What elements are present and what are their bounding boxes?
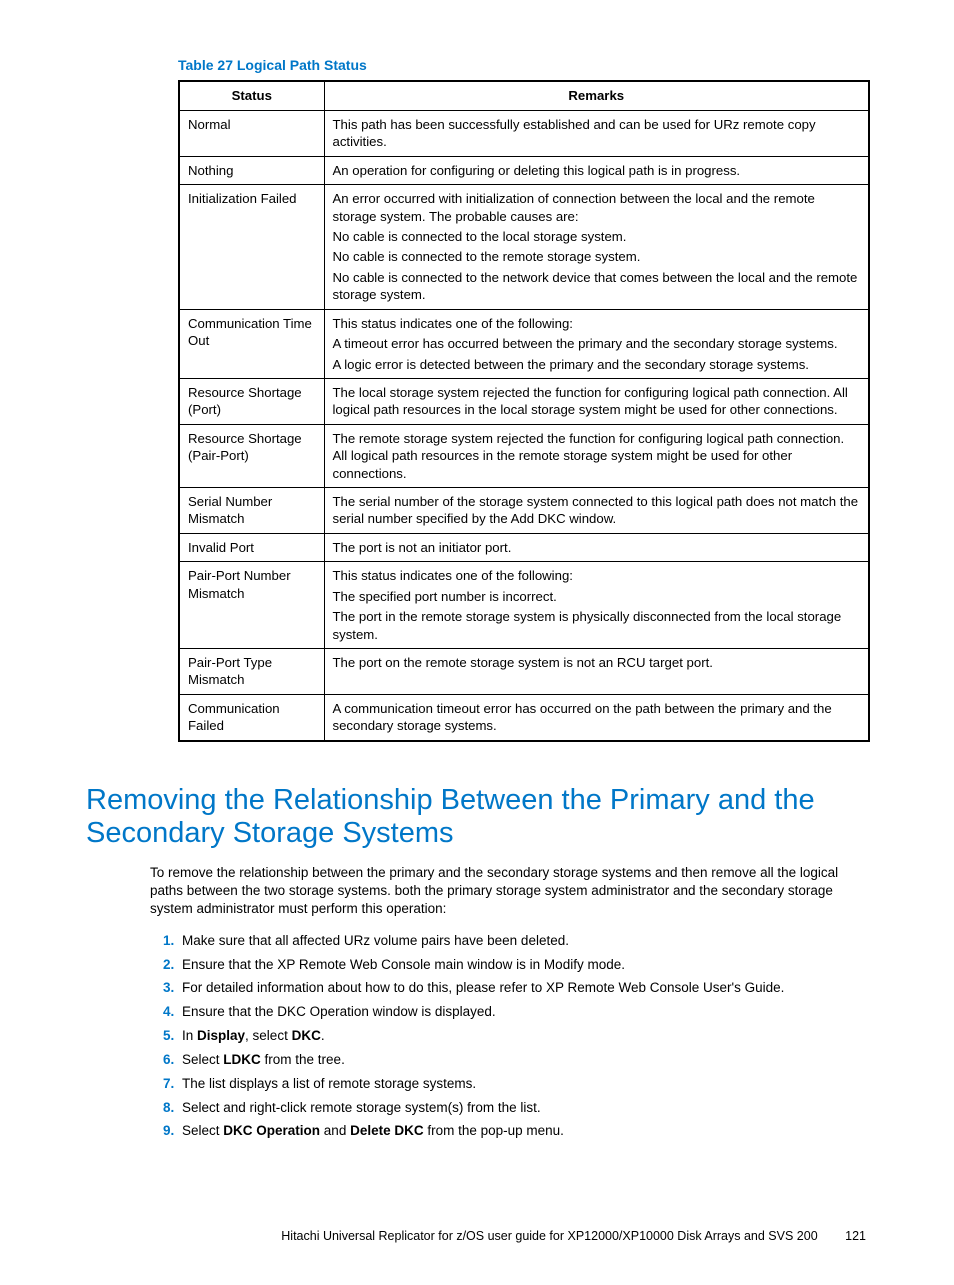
bold-text: Delete DKC: [350, 1123, 424, 1138]
table-row: Nothing An operation for configuring or d…: [179, 156, 869, 184]
remarks-cell: This status indicates one of the followi…: [324, 562, 869, 649]
remarks-cell: The port on the remote storage system is…: [324, 649, 869, 695]
table-row: Invalid Port The port is not an initiator…: [179, 533, 869, 561]
table-row: Resource Shortage (Pair-Port)The remote …: [179, 424, 869, 487]
remarks-cell: This status indicates one of the followi…: [324, 309, 869, 378]
remarks-line: This status indicates one of the followi…: [333, 567, 861, 584]
remarks-line: The serial number of the storage system …: [333, 493, 861, 528]
remarks-line: A timeout error has occurred between the…: [333, 335, 861, 352]
remarks-line: The port is not an initiator port.: [333, 539, 861, 556]
status-cell: Pair-Port Number Mismatch: [179, 562, 324, 649]
table-row: Pair-Port Number Mismatch This status ind…: [179, 562, 869, 649]
remarks-line: The port in the remote storage system is…: [333, 608, 861, 643]
step-item: Ensure that the XP Remote Web Console ma…: [178, 956, 868, 974]
step-item: Select and right-click remote storage sy…: [178, 1099, 868, 1117]
remarks-line: The specified port number is incorrect.: [333, 588, 861, 605]
page-number: 121: [845, 1228, 866, 1245]
section-intro: To remove the relationship between the p…: [150, 864, 868, 917]
status-cell: Communication Time Out: [179, 309, 324, 378]
remarks-line: This status indicates one of the followi…: [333, 315, 861, 332]
table-row: Communication Time Out This status indica…: [179, 309, 869, 378]
remarks-line: This path has been successfully establis…: [333, 116, 861, 151]
step-item: The list displays a list of remote stora…: [178, 1075, 868, 1093]
step-item: Ensure that the DKC Operation window is …: [178, 1003, 868, 1021]
table-title: Table 27 Logical Path Status: [178, 56, 868, 74]
status-cell: Initialization Failed: [179, 185, 324, 310]
remarks-line: An error occurred with initialization of…: [333, 190, 861, 225]
remarks-cell: The port is not an initiator port.: [324, 533, 869, 561]
remarks-line: A communication timeout error has occurr…: [333, 700, 861, 735]
footer-text: Hitachi Universal Replicator for z/OS us…: [281, 1229, 817, 1243]
section-heading: Removing the Relationship Between the Pr…: [86, 784, 868, 851]
bold-text: DKC Operation: [223, 1123, 320, 1138]
status-cell: Communication Failed: [179, 694, 324, 740]
step-item: Make sure that all affected URz volume p…: [178, 932, 868, 950]
page-footer: Hitachi Universal Replicator for z/OS us…: [86, 1228, 868, 1245]
steps-list: Make sure that all affected URz volume p…: [150, 932, 868, 1140]
document-page: Table 27 Logical Path Status Status Rema…: [0, 0, 954, 1285]
status-cell: Nothing: [179, 156, 324, 184]
table-row: Resource Shortage (Port) The local storag…: [179, 378, 869, 424]
col-header-status: Status: [179, 81, 324, 110]
status-cell: Resource Shortage (Port): [179, 378, 324, 424]
remarks-line: The port on the remote storage system is…: [333, 654, 861, 671]
status-table: Status Remarks Normal This path has been …: [178, 80, 870, 741]
remarks-line: The local storage system rejected the fu…: [333, 384, 861, 419]
status-cell: Serial Number Mismatch: [179, 488, 324, 534]
remarks-line: An operation for configuring or deleting…: [333, 162, 861, 179]
table-header-row: Status Remarks: [179, 81, 869, 110]
remarks-line: The remote storage system rejected the f…: [333, 430, 861, 482]
bold-text: LDKC: [223, 1052, 261, 1067]
col-header-remarks: Remarks: [324, 81, 869, 110]
status-cell: Invalid Port: [179, 533, 324, 561]
remarks-cell: An operation for configuring or deleting…: [324, 156, 869, 184]
remarks-line: A logic error is detected between the pr…: [333, 356, 861, 373]
remarks-cell: The serial number of the storage system …: [324, 488, 869, 534]
remarks-line: No cable is connected to the local stora…: [333, 228, 861, 245]
table-row: Initialization Failed An error occurred w…: [179, 185, 869, 310]
bold-text: DKC: [292, 1028, 321, 1043]
step-item: Select DKC Operation and Delete DKC from…: [178, 1122, 868, 1140]
step-item: In Display, select DKC.: [178, 1027, 868, 1045]
remarks-cell: A communication timeout error has occurr…: [324, 694, 869, 740]
step-item: Select LDKC from the tree.: [178, 1051, 868, 1069]
remarks-cell: An error occurred with initialization of…: [324, 185, 869, 310]
status-cell: Pair-Port Type Mismatch: [179, 649, 324, 695]
table-row: Serial Number Mismatch The serial number …: [179, 488, 869, 534]
table-row: Normal This path has been successfully es…: [179, 110, 869, 156]
remarks-cell: The remote storage system rejected the f…: [324, 424, 869, 487]
remarks-cell: The local storage system rejected the fu…: [324, 378, 869, 424]
remarks-cell: This path has been successfully establis…: [324, 110, 869, 156]
step-item: For detailed information about how to do…: [178, 979, 868, 997]
remarks-line: No cable is connected to the remote stor…: [333, 248, 861, 265]
table-row: Pair-Port Type Mismatch The port on the r…: [179, 649, 869, 695]
remarks-line: No cable is connected to the network dev…: [333, 269, 861, 304]
status-cell: Normal: [179, 110, 324, 156]
status-cell: Resource Shortage (Pair-Port): [179, 424, 324, 487]
table-row: Communication Failed A communication time…: [179, 694, 869, 740]
bold-text: Display: [197, 1028, 245, 1043]
